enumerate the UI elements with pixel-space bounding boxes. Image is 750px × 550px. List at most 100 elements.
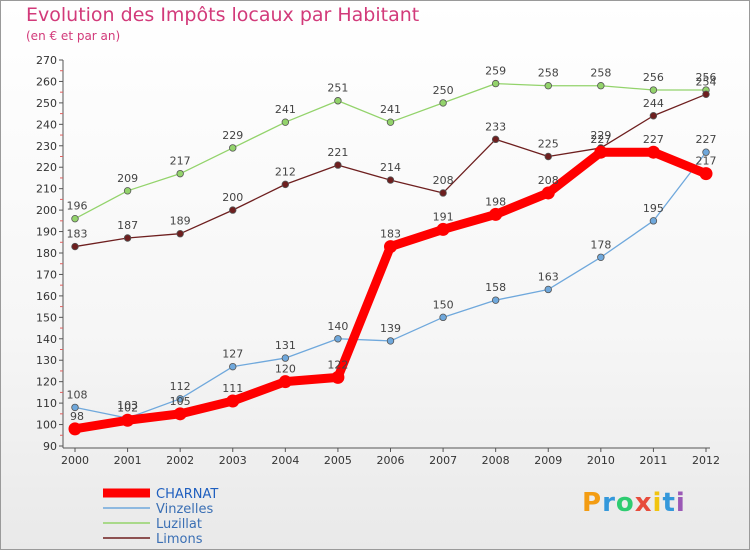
data-label-charnat: 217 bbox=[696, 155, 717, 168]
x-tick-label: 2002 bbox=[166, 454, 194, 467]
data-label-charnat: 102 bbox=[117, 401, 138, 414]
data-point-luzillat bbox=[281, 118, 290, 126]
data-label-limons: 212 bbox=[275, 165, 296, 178]
data-point-luzillat bbox=[544, 82, 552, 90]
data-point-charnat bbox=[699, 167, 713, 181]
chart-title: Evolution des Impôts locaux par Habitant bbox=[26, 4, 420, 26]
data-label-charnat: 111 bbox=[222, 382, 243, 395]
data-point-luzillat bbox=[491, 79, 500, 88]
y-tick-label: 190 bbox=[36, 226, 57, 239]
y-tick-label: 160 bbox=[36, 290, 57, 303]
y-tick-label: 120 bbox=[36, 376, 57, 389]
data-point-vinzelles bbox=[439, 313, 447, 322]
data-point-luzillat bbox=[176, 169, 184, 178]
data-label-limons: 233 bbox=[485, 120, 506, 133]
data-label-charnat: 122 bbox=[327, 358, 348, 371]
data-label-vinzelles: 227 bbox=[696, 133, 717, 146]
x-tick-label: 2010 bbox=[587, 454, 615, 467]
data-point-charnat bbox=[541, 186, 555, 200]
data-label-limons: 183 bbox=[67, 228, 88, 241]
data-label-charnat: 198 bbox=[485, 195, 506, 208]
data-label-vinzelles: 108 bbox=[67, 388, 88, 401]
x-tick-label: 2007 bbox=[429, 454, 457, 467]
data-point-limons bbox=[386, 176, 395, 184]
series-line-vinzelles bbox=[74, 151, 707, 419]
data-point-luzillat bbox=[386, 118, 395, 126]
data-point-vinzelles bbox=[702, 148, 710, 156]
data-label-charnat: 105 bbox=[170, 395, 191, 408]
data-point-charnat bbox=[173, 407, 187, 421]
data-label-vinzelles: 163 bbox=[538, 270, 559, 283]
x-tick-label: 2005 bbox=[324, 454, 352, 467]
data-label-vinzelles: 103 bbox=[117, 399, 138, 412]
y-tick-label: 240 bbox=[36, 118, 57, 131]
data-point-limons bbox=[702, 90, 710, 99]
y-tick-label: 110 bbox=[36, 397, 57, 410]
data-label-charnat: 183 bbox=[380, 228, 401, 241]
data-point-limons bbox=[544, 152, 552, 161]
y-tick-label: 270 bbox=[36, 54, 57, 67]
data-point-vinzelles bbox=[386, 337, 395, 345]
data-label-vinzelles: 139 bbox=[380, 322, 401, 335]
data-point-luzillat bbox=[597, 82, 605, 90]
x-tick-label: 2000 bbox=[61, 454, 89, 467]
data-label-limons: 214 bbox=[380, 161, 401, 174]
x-tick-label: 2008 bbox=[482, 454, 510, 467]
data-point-limons bbox=[334, 161, 342, 169]
data-label-charnat: 227 bbox=[643, 133, 664, 146]
y-tick-label: 230 bbox=[36, 140, 57, 153]
data-label-luzillat: 241 bbox=[380, 103, 401, 116]
data-label-vinzelles: 112 bbox=[170, 380, 191, 393]
data-point-charnat bbox=[436, 222, 450, 236]
data-point-charnat bbox=[331, 370, 345, 384]
data-point-charnat bbox=[384, 240, 397, 254]
y-tick-label: 220 bbox=[36, 161, 57, 174]
data-label-luzillat: 241 bbox=[275, 103, 296, 116]
legend-label-luzillat: Luzillat bbox=[156, 517, 202, 532]
y-tick-label: 180 bbox=[36, 247, 57, 260]
data-label-vinzelles: 140 bbox=[327, 320, 348, 333]
y-tick-label: 260 bbox=[36, 75, 57, 88]
data-point-limons bbox=[71, 242, 79, 251]
data-label-limons: 200 bbox=[222, 191, 243, 204]
data-label-luzillat: 196 bbox=[67, 200, 88, 213]
data-point-luzillat bbox=[439, 99, 447, 107]
x-tick-label: 2006 bbox=[377, 454, 405, 467]
y-tick-label: 100 bbox=[36, 419, 57, 432]
data-point-charnat bbox=[226, 394, 240, 408]
data-point-luzillat bbox=[334, 97, 342, 105]
data-point-limons bbox=[439, 189, 447, 197]
data-point-charnat bbox=[121, 413, 135, 427]
x-tick-label: 2003 bbox=[219, 454, 247, 467]
data-point-charnat bbox=[489, 207, 503, 221]
legend-label-vinzelles: Vinzelles bbox=[156, 502, 214, 517]
data-label-charnat: 227 bbox=[590, 133, 611, 146]
data-point-limons bbox=[491, 135, 500, 144]
data-label-luzillat: 217 bbox=[170, 155, 191, 168]
data-label-luzillat: 256 bbox=[696, 71, 717, 84]
data-label-vinzelles: 127 bbox=[222, 348, 243, 361]
y-tick-label: 250 bbox=[36, 97, 57, 110]
data-point-vinzelles bbox=[334, 335, 342, 343]
data-label-luzillat: 229 bbox=[222, 129, 243, 142]
data-point-luzillat bbox=[229, 144, 237, 152]
proxiti-logo: Proxiti bbox=[582, 488, 686, 518]
data-point-luzillat bbox=[123, 187, 132, 195]
data-label-charnat: 208 bbox=[538, 174, 559, 187]
data-point-luzillat bbox=[649, 86, 658, 94]
data-label-limons: 187 bbox=[117, 219, 138, 232]
data-label-vinzelles: 195 bbox=[643, 202, 664, 215]
data-point-charnat bbox=[278, 375, 292, 389]
data-label-limons: 229 bbox=[590, 129, 611, 142]
data-label-vinzelles: 131 bbox=[275, 339, 296, 352]
x-tick-label: 2011 bbox=[639, 454, 667, 467]
data-label-limons: 221 bbox=[327, 146, 348, 159]
data-point-vinzelles bbox=[229, 362, 237, 371]
y-tick-label: 90 bbox=[43, 440, 57, 453]
data-label-luzillat: 209 bbox=[117, 172, 138, 185]
data-point-vinzelles bbox=[649, 217, 658, 225]
data-label-luzillat: 250 bbox=[433, 84, 454, 97]
data-label-charnat: 120 bbox=[275, 363, 296, 376]
y-tick-label: 130 bbox=[36, 354, 57, 367]
